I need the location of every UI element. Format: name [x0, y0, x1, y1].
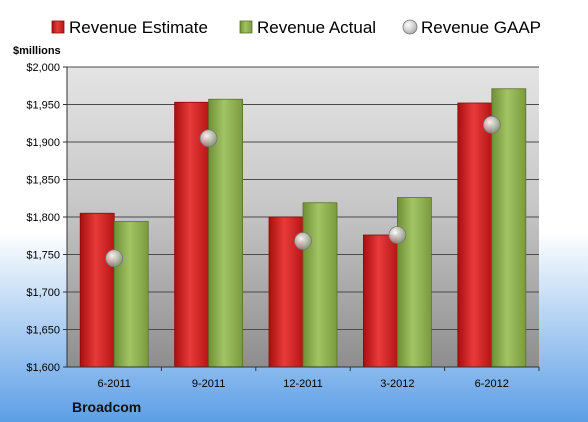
legend-label: Revenue Actual	[257, 18, 376, 37]
legend-label: Revenue GAAP	[421, 18, 541, 37]
legend-swatch	[51, 20, 65, 34]
bar-revenue-estimate: Revenue Estimate 6-2012: 1952	[457, 102, 493, 368]
markers-layer	[105, 115, 501, 268]
legend: Revenue Estimate Revenue Actual Revenue GA…	[51, 18, 541, 37]
bars-layer: Revenue Estimate 6-2011: 1805Revenue Act…	[79, 88, 527, 368]
bar-revenue-actual: Revenue Actual 6-2012: 1971	[491, 88, 527, 368]
legend-label: Revenue Estimate	[69, 18, 208, 37]
y-tick-label: $1,600	[26, 362, 60, 374]
marker-revenue-gaap	[482, 115, 501, 134]
bar-revenue-estimate: Revenue Estimate 3-2012: 1776	[362, 234, 398, 368]
y-tick-label: $1,700	[26, 287, 60, 299]
bar-revenue-estimate: Revenue Estimate 9-2011: 1953	[174, 101, 210, 368]
marker-revenue-gaap	[294, 232, 312, 250]
y-tick-label: $2,000	[26, 62, 60, 74]
x-tick-label: 3-2012	[380, 378, 414, 390]
x-tick-label: 6-2011	[97, 378, 130, 390]
legend-swatch	[239, 20, 253, 34]
bar-revenue-actual: Revenue Actual 3-2012: 1826	[396, 197, 432, 368]
x-tick-label: 9-2011	[192, 378, 225, 390]
company-label: Broadcom	[72, 399, 141, 415]
y-unit-label: $millions	[13, 45, 61, 57]
y-tick-label: $1,750	[26, 250, 60, 262]
y-tick-label: $1,950	[26, 100, 60, 112]
y-tick-label: $1,650	[26, 325, 60, 337]
y-tick-label: $1,800	[26, 212, 60, 224]
y-tick-label: $1,850	[26, 175, 60, 187]
bar-revenue-actual: Revenue Actual 6-2011: 1794	[113, 221, 149, 368]
bar-revenue-estimate: Revenue Estimate 6-2011: 1805	[79, 212, 115, 368]
bar-revenue-actual: Revenue Actual 12-2011: 1819	[302, 202, 338, 368]
legend-swatch	[402, 19, 418, 35]
x-tick-label: 6-2012	[475, 378, 509, 390]
y-tick-label: $1,900	[26, 137, 60, 149]
marker-revenue-gaap	[199, 129, 218, 148]
marker-revenue-gaap	[388, 226, 407, 244]
x-tick-label: 12-2011	[283, 378, 323, 390]
marker-revenue-gaap	[105, 249, 124, 268]
axes: $1,600 $1,650 $1,700 $1,750 $1,800 $1,850 $1,9…	[26, 62, 540, 390]
